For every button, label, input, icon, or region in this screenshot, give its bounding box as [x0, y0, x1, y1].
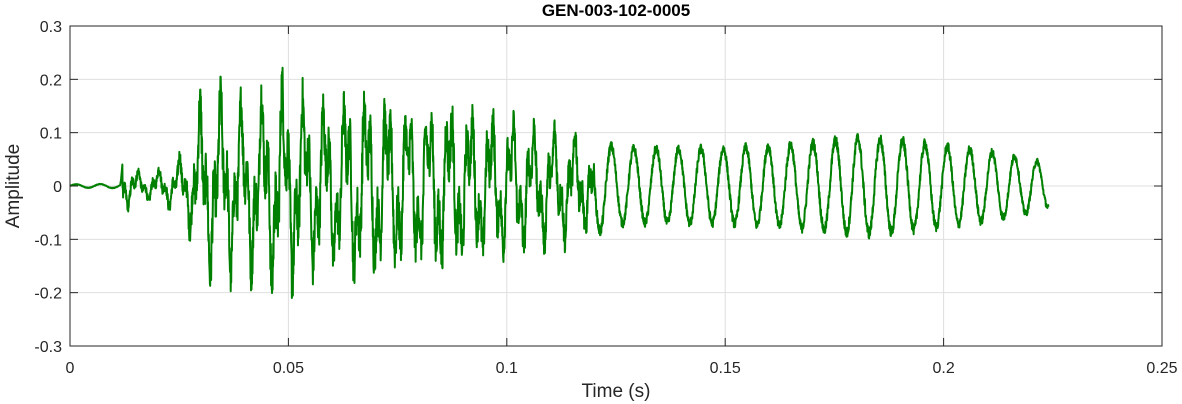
- tick-marks: [69, 25, 1163, 347]
- y-tick-label: 0.2: [40, 72, 62, 89]
- chart-title: GEN-003-102-0005: [542, 1, 690, 20]
- y-tick-label: 0.1: [40, 126, 62, 143]
- x-tick-label: 0.2: [932, 360, 954, 377]
- x-tick-labels: 0 0.05 0.1 0.15 0.2 0.25: [66, 360, 1178, 377]
- x-tick-label: 0: [66, 360, 75, 377]
- series-group: [69, 66, 1050, 299]
- x-axis-label: Time (s): [582, 381, 651, 402]
- y-tick-label: -0.1: [34, 232, 62, 249]
- x-tick-label: 0.1: [496, 360, 518, 377]
- y-tick-label: 0.3: [40, 19, 62, 36]
- y-tick-labels: -0.3 -0.2 -0.1 0 0.1 0.2 0.3: [34, 19, 62, 356]
- y-tick-label: -0.2: [34, 286, 62, 303]
- x-tick-label: 0.15: [710, 360, 741, 377]
- y-axis-label: Amplitude: [3, 144, 24, 229]
- waveform-line: [69, 66, 1050, 299]
- x-tick-label: 0.25: [1146, 360, 1177, 377]
- y-tick-label: 0: [53, 179, 62, 196]
- x-tick-label: 0.05: [273, 360, 304, 377]
- y-tick-label: -0.3: [34, 339, 62, 356]
